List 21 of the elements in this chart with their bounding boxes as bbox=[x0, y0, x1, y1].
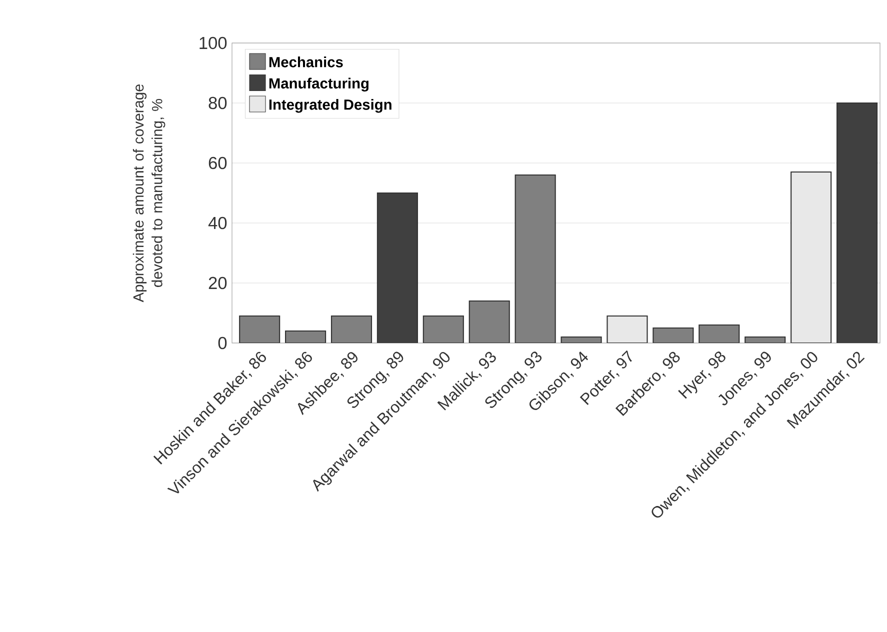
y-tick-label: 100 bbox=[200, 36, 227, 50]
y-tick-label: 20 bbox=[208, 276, 227, 290]
y-tick-label: 60 bbox=[208, 156, 227, 170]
bar bbox=[790, 171, 832, 343]
legend-label: Manufacturing bbox=[269, 78, 368, 92]
bar bbox=[469, 301, 510, 343]
bar bbox=[331, 316, 372, 343]
y-tick-label: 80 bbox=[208, 96, 227, 110]
bar bbox=[699, 325, 740, 343]
bar bbox=[377, 192, 418, 343]
bar bbox=[423, 316, 464, 343]
bar bbox=[653, 328, 694, 343]
bar bbox=[836, 102, 878, 343]
y-tick-label: 40 bbox=[208, 216, 227, 230]
legend-label: Mechanics bbox=[269, 56, 343, 68]
y-axis-title: Approximate amount of coverage devoted to manufacturing, % bbox=[132, 84, 166, 302]
legend-label: Integrated Design bbox=[269, 99, 392, 113]
bar bbox=[240, 316, 280, 343]
bar bbox=[515, 174, 556, 343]
y-tick-label: 0 bbox=[218, 336, 227, 350]
bar bbox=[607, 316, 648, 343]
